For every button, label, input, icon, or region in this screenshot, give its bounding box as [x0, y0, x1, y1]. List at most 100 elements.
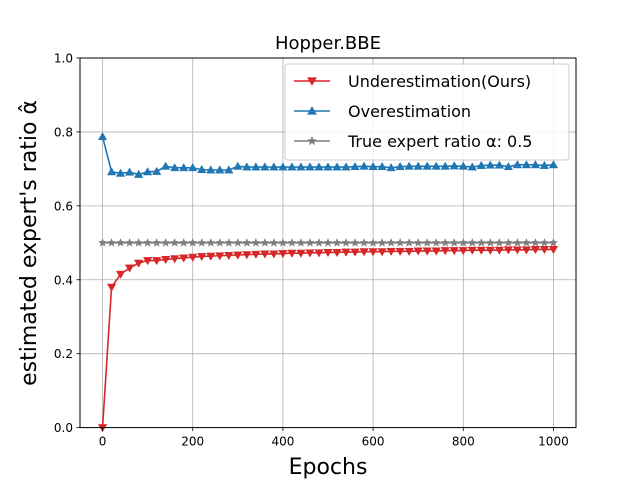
data-point	[161, 237, 171, 247]
data-point	[422, 237, 432, 247]
data-point	[188, 163, 198, 172]
data-point	[530, 246, 541, 255]
data-point	[142, 237, 153, 247]
legend-label: Underestimation(Ours)	[348, 72, 531, 91]
data-point	[197, 253, 207, 262]
y-tick-label: 0.0	[54, 421, 73, 435]
data-point	[314, 249, 324, 258]
legend-box	[284, 63, 570, 161]
data-point	[485, 246, 495, 255]
data-point	[332, 249, 342, 258]
data-point	[494, 246, 504, 255]
data-point	[233, 251, 243, 260]
data-point	[133, 169, 144, 178]
data-point	[539, 160, 550, 169]
x-tick-label: 0	[99, 435, 107, 449]
data-point	[413, 161, 423, 170]
data-point	[197, 237, 207, 247]
data-point	[115, 270, 126, 279]
x-tick-label: 800	[452, 435, 475, 449]
data-point	[179, 163, 189, 172]
data-point	[467, 237, 477, 247]
data-point	[548, 160, 559, 169]
series-2	[97, 237, 559, 247]
data-point	[115, 168, 126, 177]
data-point	[422, 247, 432, 256]
data-point	[242, 162, 252, 171]
series-0	[97, 246, 559, 433]
data-point	[449, 247, 459, 256]
data-point	[224, 165, 234, 174]
data-point	[233, 237, 243, 247]
data-point	[476, 160, 486, 169]
data-point	[133, 259, 144, 268]
data-point	[386, 163, 396, 172]
data-point	[242, 237, 252, 247]
legend-marker	[307, 77, 317, 87]
data-point	[115, 237, 126, 247]
data-point	[260, 237, 270, 247]
data-point	[278, 250, 288, 259]
legend-label: Overestimation	[348, 102, 471, 121]
data-point	[467, 162, 477, 171]
data-point	[278, 162, 288, 171]
data-point	[305, 162, 315, 171]
data-point	[341, 162, 351, 171]
data-point	[305, 249, 315, 258]
data-point	[350, 237, 360, 247]
data-point	[521, 160, 532, 169]
data-point	[431, 161, 441, 170]
data-point	[548, 237, 559, 247]
data-point	[503, 246, 513, 255]
axis-ticks: 0 200 400 600 800 1000 0.0 0.2 0.4 0.6 0.8 1.0	[54, 52, 569, 449]
y-tick-label: 0.2	[54, 347, 73, 361]
data-point	[431, 247, 441, 256]
y-tick-label: 0.4	[54, 273, 73, 287]
plot-frame	[79, 57, 577, 429]
data-point	[269, 162, 279, 171]
y-axis-label: estimated expert's ratio α̂	[17, 100, 42, 386]
data-point	[458, 161, 468, 170]
data-point	[242, 251, 252, 260]
data-point	[503, 237, 514, 247]
y-tick-label: 1.0	[54, 52, 73, 66]
data-point	[106, 237, 117, 247]
data-point	[206, 165, 216, 174]
data-point	[377, 161, 387, 171]
data-point	[431, 237, 441, 247]
x-tick-label: 1000	[538, 435, 569, 449]
x-axis-label: Epochs	[289, 455, 368, 480]
data-point	[233, 161, 243, 170]
data-point	[440, 237, 450, 247]
data-point	[521, 246, 532, 255]
data-point	[97, 237, 108, 247]
data-point	[314, 237, 324, 247]
data-point	[341, 237, 351, 247]
data-point	[377, 248, 387, 257]
data-point	[197, 164, 207, 174]
legend: Underestimation(Ours) Overestimation True …	[284, 63, 570, 161]
data-point	[476, 246, 486, 255]
data-point	[287, 237, 297, 247]
data-point	[512, 246, 523, 255]
data-point	[161, 256, 171, 265]
series-1	[97, 132, 559, 178]
data-point	[323, 162, 333, 171]
legend-marker	[307, 105, 317, 115]
data-point	[151, 237, 162, 247]
data-point	[485, 237, 495, 247]
data-point	[449, 237, 459, 247]
data-point	[413, 237, 423, 247]
data-point	[512, 160, 523, 169]
data-point	[368, 161, 378, 171]
data-point	[161, 161, 171, 170]
data-point	[359, 248, 369, 257]
data-point	[97, 132, 108, 141]
data-point	[494, 237, 505, 247]
data-point	[404, 237, 414, 247]
data-point	[395, 247, 405, 257]
data-point	[521, 237, 532, 247]
data-point	[287, 249, 297, 258]
data-point	[332, 237, 342, 247]
